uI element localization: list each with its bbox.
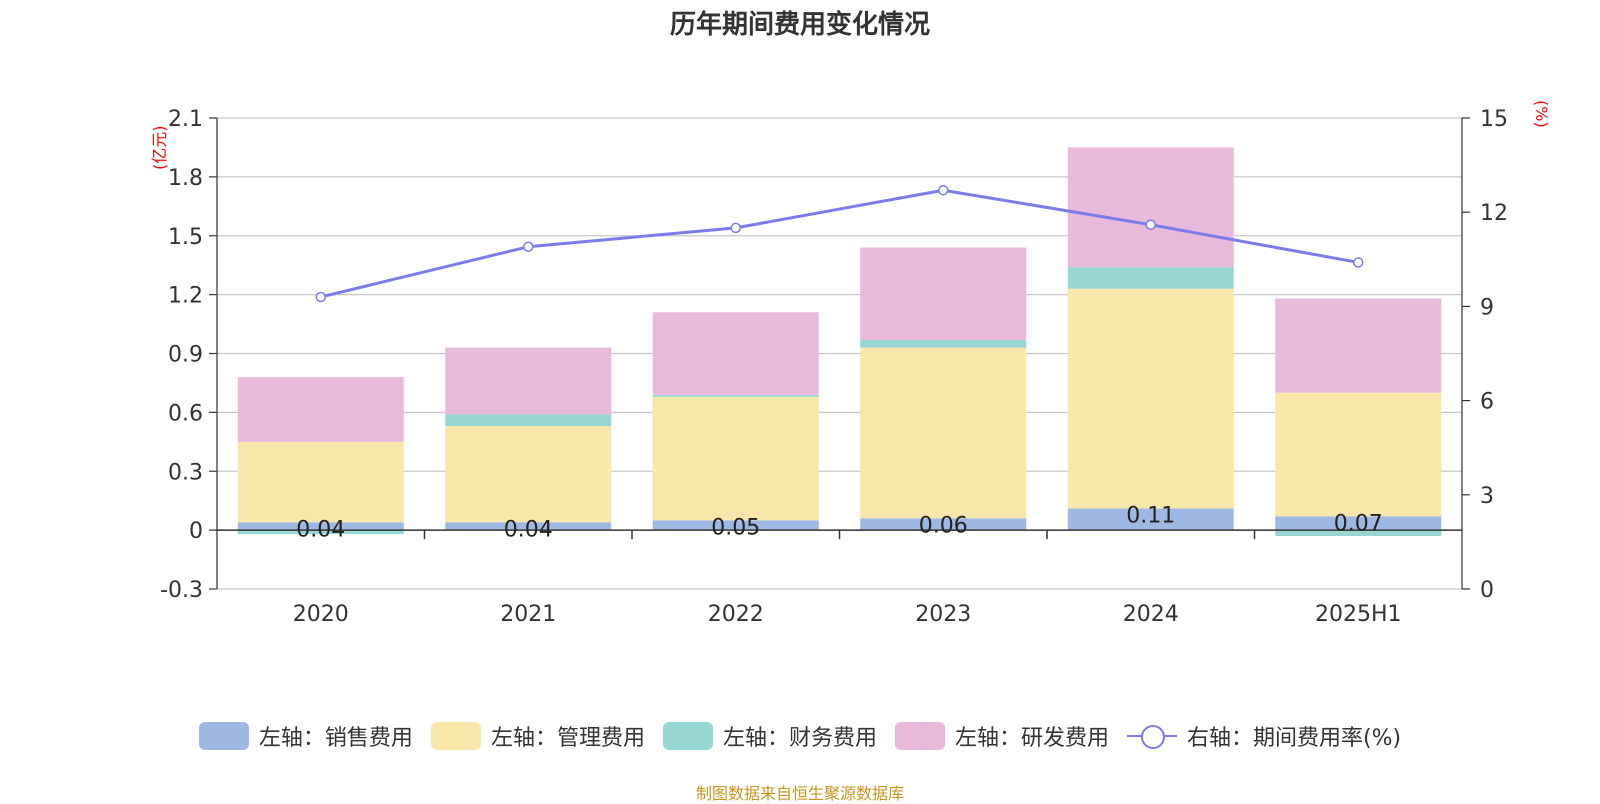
x-axis-tick-label: 2020 xyxy=(293,602,349,627)
left-axis-tick-label: 2.1 xyxy=(168,107,203,132)
bar-admin-2020 xyxy=(237,441,404,523)
x-axis-tick-label: 2022 xyxy=(708,602,764,627)
bar-sales-2020 xyxy=(237,522,404,531)
expense-rate-point-2022 xyxy=(730,222,741,234)
bar-rd-2022 xyxy=(652,312,819,395)
legend-label-expense-rate: 右轴：期间费用率(%) xyxy=(1186,726,1402,751)
left-axis-tick-label: 0.3 xyxy=(168,460,203,485)
bar-admin-2022 xyxy=(652,396,819,521)
legend-item-sales[interactable]: 左轴：销售费用 xyxy=(198,720,413,752)
left-axis-tick-label: 1.5 xyxy=(168,225,203,250)
bar-sales-2024 xyxy=(1067,508,1234,531)
right-axis-tick-label: 6 xyxy=(1480,390,1494,415)
sales-data-label: 0.11 xyxy=(1126,504,1175,529)
left-axis-tick-label: -0.3 xyxy=(160,578,203,603)
left-axis-unit: (亿元) xyxy=(150,125,169,171)
bar-sales-2023 xyxy=(860,518,1027,531)
sales-data-label: 0.06 xyxy=(919,513,968,538)
bar-admin-2021 xyxy=(445,426,612,523)
legend-swatch-admin xyxy=(430,722,481,750)
right-axis-unit: (%) xyxy=(1532,100,1551,128)
legend-swatch-sales xyxy=(198,722,249,750)
x-axis-tick-label: 2024 xyxy=(1123,602,1179,627)
bar-rd-2025H1 xyxy=(1275,298,1442,393)
bar-finance-2024 xyxy=(1067,267,1234,289)
expense-rate-point-2021 xyxy=(523,241,534,252)
left-axis-tick-label: 0 xyxy=(189,519,203,544)
left-axis-tick-label: 0.9 xyxy=(168,343,203,368)
bar-rd-2023 xyxy=(860,247,1027,340)
legend-label-sales: 左轴：销售费用 xyxy=(258,726,413,751)
legend-item-expense-rate[interactable]: 右轴：期间费用率(%) xyxy=(1126,720,1402,752)
data-source-note: 制图数据来自恒生聚源数据库 xyxy=(695,784,904,803)
right-axis-tick-label: 3 xyxy=(1480,484,1494,509)
bar-rd-2024 xyxy=(1067,147,1234,268)
expense-rate-point-2025H1 xyxy=(1353,257,1364,268)
legend: 左轴：销售费用 左轴：管理费用 左轴：财务费用 左轴：研发费用 右轴：期间费用率… xyxy=(0,720,1600,752)
legend-label-admin: 左轴：管理费用 xyxy=(490,726,645,751)
left-axis-tick-label: 0.6 xyxy=(168,401,203,426)
bar-finance-2020 xyxy=(237,530,404,535)
expense-rate-point-2023 xyxy=(938,184,949,196)
bar-admin-2024 xyxy=(1067,288,1234,509)
legend-swatch-expense-rate xyxy=(1126,722,1177,750)
left-axis-tick-label: 1.8 xyxy=(168,166,203,191)
bar-finance-2022 xyxy=(652,394,819,397)
sales-data-label: 0.04 xyxy=(296,517,345,542)
chart-title: 历年期间费用变化情况 xyxy=(669,10,930,40)
bar-finance-2021 xyxy=(445,414,612,427)
right-axis-tick-label: 0 xyxy=(1480,578,1494,603)
right-axis-tick-label: 15 xyxy=(1480,107,1508,132)
right-axis-tick-label: 12 xyxy=(1480,201,1508,226)
bar-sales-2021 xyxy=(445,522,612,531)
legend-swatch-rd xyxy=(894,722,945,750)
sales-data-label: 0.04 xyxy=(504,517,553,542)
legend-item-admin[interactable]: 左轴：管理费用 xyxy=(430,720,645,752)
expense-rate-line xyxy=(320,188,1359,299)
legend-item-finance[interactable]: 左轴：财务费用 xyxy=(662,720,877,752)
expense-rate-point-2024 xyxy=(1145,219,1156,231)
right-axis-tick-label: 9 xyxy=(1480,295,1494,320)
x-axis-tick-label: 2025H1 xyxy=(1315,602,1402,627)
bar-sales-2022 xyxy=(652,520,819,531)
x-axis-tick-label: 2023 xyxy=(915,602,971,627)
bar-admin-2023 xyxy=(860,347,1027,519)
bar-rd-2020 xyxy=(237,377,404,442)
bar-rd-2021 xyxy=(445,347,612,415)
legend-label-rd: 左轴：研发费用 xyxy=(954,726,1109,751)
legend-swatch-finance xyxy=(662,722,713,750)
bar-sales-2025H1 xyxy=(1275,516,1442,531)
sales-data-label: 0.05 xyxy=(711,515,760,540)
bar-finance-2023 xyxy=(860,339,1027,348)
bar-finance-2025H1 xyxy=(1275,530,1442,537)
expense-rate-point-2020 xyxy=(315,291,326,303)
x-axis-tick-label: 2021 xyxy=(500,602,556,627)
legend-item-rd[interactable]: 左轴：研发费用 xyxy=(894,720,1109,752)
left-axis-tick-label: 1.2 xyxy=(168,284,203,309)
legend-label-finance: 左轴：财务费用 xyxy=(722,726,877,751)
sales-data-label: 0.07 xyxy=(1334,511,1383,536)
bar-admin-2025H1 xyxy=(1275,392,1442,517)
